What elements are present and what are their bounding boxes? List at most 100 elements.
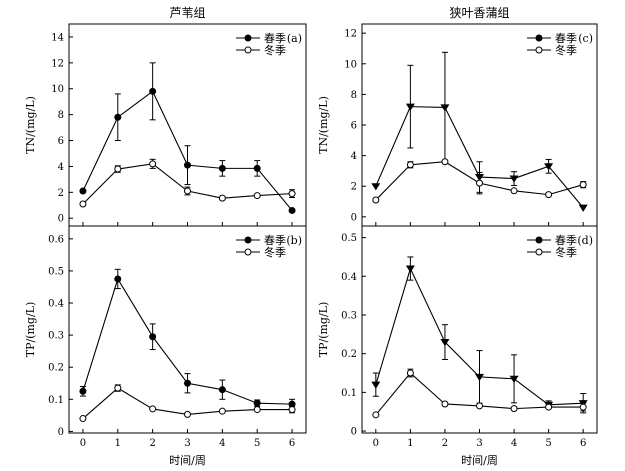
series-spring <box>79 268 296 410</box>
data-point <box>149 87 157 95</box>
y-axis-title: TN/(mg/L) <box>24 96 37 154</box>
data-point <box>406 161 414 169</box>
data-point <box>579 181 587 189</box>
y-tick-label: 0.3 <box>48 331 64 342</box>
legend-label: 冬季 <box>555 245 577 259</box>
y-tick-label: 12 <box>51 58 64 69</box>
data-point <box>79 387 87 395</box>
legend-marker <box>244 236 252 244</box>
x-tick-label: 0 <box>373 438 379 449</box>
x-tick-label: 1 <box>115 438 121 449</box>
y-tick-label: 2 <box>351 182 357 193</box>
y-tick-label: 8 <box>351 90 357 101</box>
panel-label: (a) <box>287 32 302 45</box>
x-tick-label: 5 <box>545 438 551 449</box>
y-tick-label: 10 <box>344 59 357 70</box>
y-tick-label: 0.1 <box>341 388 357 399</box>
data-point <box>476 402 483 410</box>
data-point <box>510 405 518 413</box>
y-axis-title: TP/(mg/L) <box>24 302 37 358</box>
data-point <box>545 403 553 411</box>
legend-label: 春季 <box>264 32 286 45</box>
series-winter <box>79 158 296 208</box>
data-point <box>114 275 122 283</box>
data-point <box>218 164 226 172</box>
data-point <box>510 187 518 195</box>
legend-marker <box>244 34 252 42</box>
x-tick-label: 5 <box>254 438 260 449</box>
y-tick-label: 0 <box>58 214 64 225</box>
legend-marker <box>535 248 543 256</box>
data-point <box>184 187 191 195</box>
data-point <box>371 183 381 191</box>
legend-marker <box>535 34 543 42</box>
y-axis-title: TN/(mg/L) <box>317 96 330 154</box>
data-point <box>149 160 157 168</box>
x-tick-label: 4 <box>219 438 225 449</box>
data-point <box>545 191 553 199</box>
y-tick-label: 0.4 <box>48 299 64 310</box>
legend-marker <box>535 46 543 54</box>
data-point <box>253 192 261 200</box>
data-point <box>371 381 381 389</box>
panel-label: (b) <box>286 234 302 247</box>
legend-marker <box>535 236 543 244</box>
series-winter <box>372 368 587 419</box>
column-title: 狭叶香蒲组 <box>449 6 509 20</box>
data-point <box>114 113 122 121</box>
legend-label: 冬季 <box>264 245 286 259</box>
series-winter <box>372 158 587 204</box>
data-point <box>372 411 380 419</box>
x-tick-label: 2 <box>149 438 155 449</box>
y-tick-label: 4 <box>351 151 357 162</box>
x-tick-label: 6 <box>580 438 586 449</box>
data-point <box>509 375 519 384</box>
y-tick-label: 0.5 <box>341 233 357 244</box>
data-point <box>253 399 261 407</box>
y-tick-label: 0.4 <box>341 272 357 283</box>
series-spring <box>79 62 296 214</box>
data-point <box>288 190 296 198</box>
y-tick-label: 6 <box>58 136 64 147</box>
series-winter <box>79 384 296 423</box>
data-point <box>184 161 191 169</box>
y-tick-label: 0.5 <box>48 266 64 277</box>
data-point <box>372 196 380 204</box>
data-point <box>579 403 587 411</box>
x-tick-label: 4 <box>511 438 517 449</box>
legend-label: 春季 <box>555 234 577 247</box>
panel-label: (d) <box>577 234 593 247</box>
y-axis-title: TP/(mg/L) <box>317 302 330 358</box>
x-tick-label: 1 <box>407 438 413 449</box>
y-tick-label: 8 <box>58 110 64 121</box>
data-point <box>474 373 485 382</box>
x-tick-label: 6 <box>289 438 295 449</box>
data-point <box>218 407 226 415</box>
y-tick-label: 0.2 <box>341 349 357 360</box>
data-point <box>476 179 483 187</box>
data-point <box>218 194 226 202</box>
data-point <box>441 158 449 166</box>
data-point <box>79 200 87 208</box>
series-spring <box>371 256 588 414</box>
y-tick-label: 0.3 <box>341 310 357 321</box>
data-point <box>149 333 157 341</box>
panel-3: 0 0.1 0.2 0.3 0.4 0.5 0 1 2 3 4 5 6 TP/(mg/L) 时间/周 春季冬季… <box>317 225 598 467</box>
x-axis-title: 时间/周 <box>461 454 498 467</box>
data-point <box>288 406 296 414</box>
y-tick-label: 12 <box>344 29 357 40</box>
data-point <box>253 406 261 414</box>
data-point <box>114 384 122 392</box>
y-tick-label: 6 <box>351 121 357 132</box>
data-point <box>79 187 87 195</box>
data-point <box>184 410 191 418</box>
column-title: 芦苇组 <box>169 6 205 20</box>
data-point <box>509 175 519 183</box>
legend-label: 冬季 <box>264 43 286 57</box>
y-tick-label: 0 <box>58 427 64 438</box>
data-point <box>441 400 449 408</box>
y-tick-label: 0 <box>351 427 357 438</box>
